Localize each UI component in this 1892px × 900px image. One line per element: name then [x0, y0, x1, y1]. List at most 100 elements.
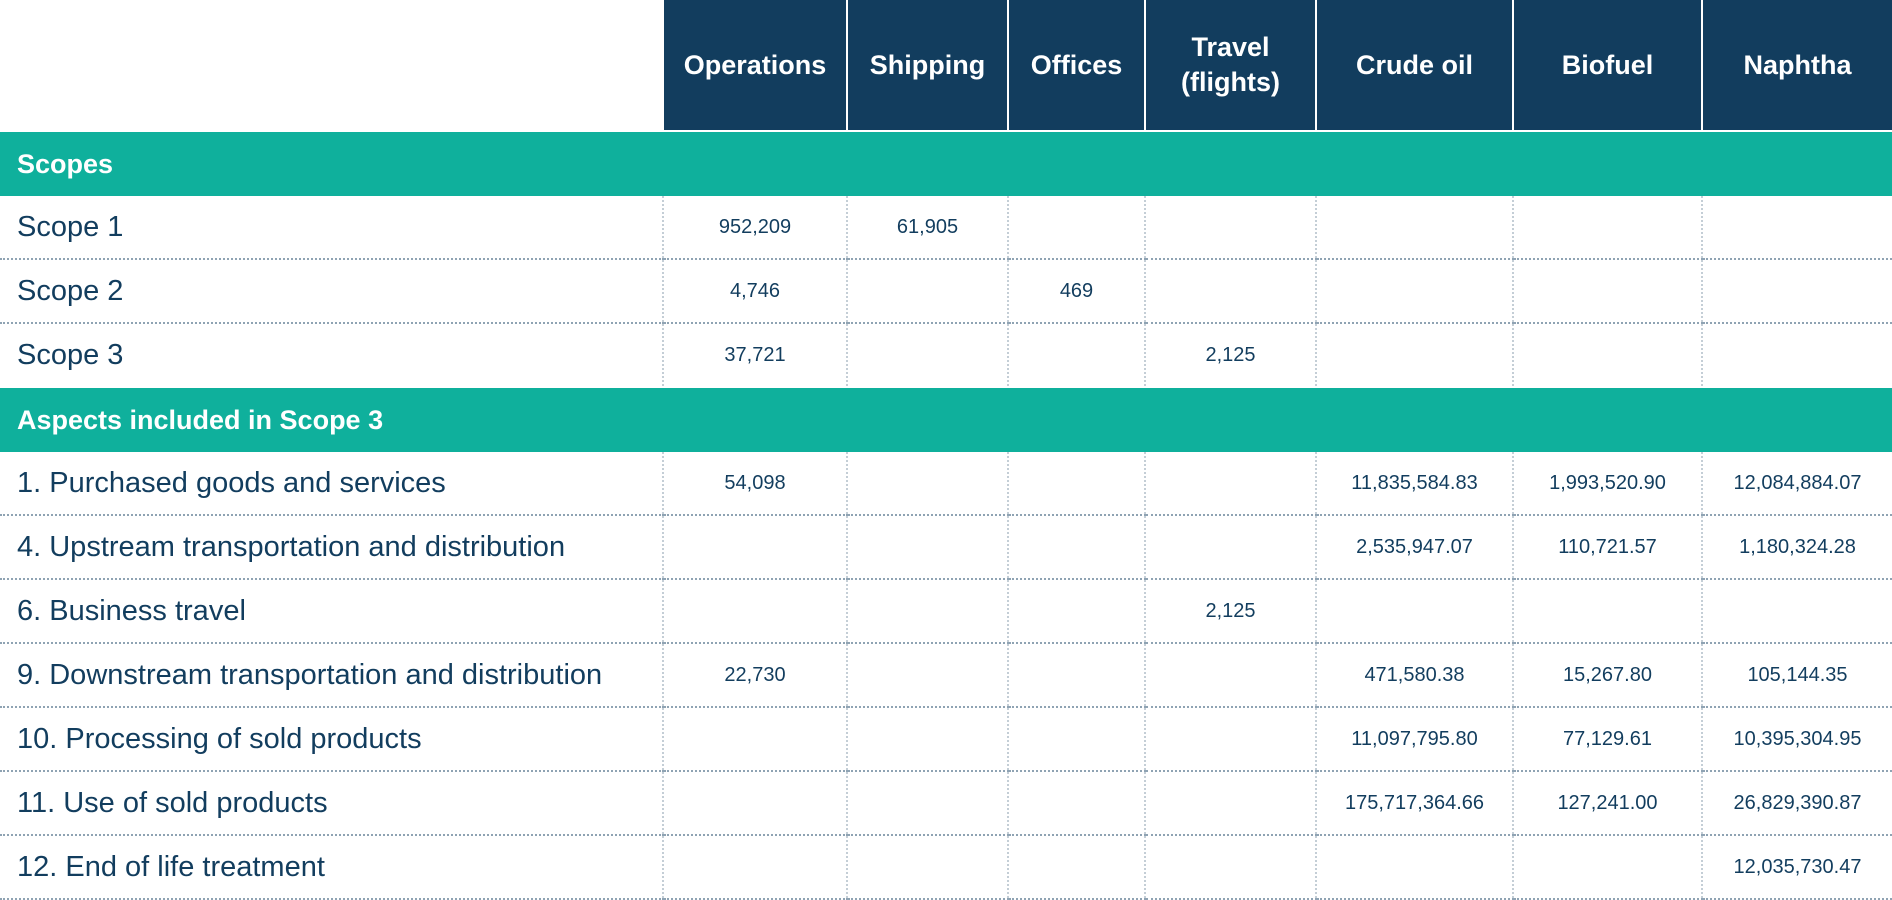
- value-cell: [1144, 643, 1316, 708]
- value-cell: 4,746: [662, 259, 847, 324]
- value-cell: 2,535,947.07: [1315, 515, 1513, 580]
- value-cell: 127,241.00: [1512, 771, 1702, 836]
- value-cell: [1144, 452, 1316, 516]
- value-cell: 105,144.35: [1701, 643, 1892, 708]
- value-cell: [1512, 835, 1702, 900]
- value-cell: [1144, 771, 1316, 836]
- header-row: Operations Shipping Offices Travel (flig…: [0, 0, 1892, 131]
- value-cell: [1315, 835, 1513, 900]
- value-cell: [846, 515, 1008, 580]
- header-crude-oil: Crude oil: [1315, 0, 1513, 131]
- value-cell: 1,180,324.28: [1701, 515, 1892, 580]
- value-cell: [662, 835, 847, 900]
- table-row: 11. Use of sold products 175,717,364.66 12…: [0, 771, 1892, 836]
- value-cell: [662, 707, 847, 772]
- row-label: 4. Upstream transportation and distribut…: [0, 515, 663, 580]
- value-cell: [1007, 771, 1145, 836]
- table-row: Scope 2 4,746 469: [0, 259, 1892, 324]
- value-cell: [846, 707, 1008, 772]
- header-operations: Operations: [662, 0, 847, 131]
- value-cell: [1512, 579, 1702, 644]
- value-cell: [1007, 196, 1145, 260]
- value-cell: [1144, 196, 1316, 260]
- value-cell: 61,905: [846, 196, 1008, 260]
- value-cell: 175,717,364.66: [1315, 771, 1513, 836]
- table-header: Operations Shipping Offices Travel (flig…: [0, 0, 1892, 131]
- value-cell: [1007, 643, 1145, 708]
- value-cell: [846, 771, 1008, 836]
- value-cell: 54,098: [662, 452, 847, 516]
- value-cell: [1144, 515, 1316, 580]
- value-cell: 37,721: [662, 323, 847, 388]
- row-label: 9. Downstream transportation and distrib…: [0, 643, 663, 708]
- value-cell: 2,125: [1144, 323, 1316, 388]
- value-cell: [1007, 452, 1145, 516]
- value-cell: [1144, 259, 1316, 324]
- value-cell: [846, 643, 1008, 708]
- value-cell: 1,993,520.90: [1512, 452, 1702, 516]
- table-row: 6. Business travel 2,125: [0, 579, 1892, 644]
- value-cell: [1315, 259, 1513, 324]
- value-cell: [1315, 579, 1513, 644]
- section-header-row: Scopes: [0, 130, 1892, 196]
- value-cell: 15,267.80: [1512, 643, 1702, 708]
- value-cell: [1701, 579, 1892, 644]
- header-shipping: Shipping: [846, 0, 1008, 131]
- value-cell: [1701, 196, 1892, 260]
- section-title: Aspects included in Scope 3: [0, 386, 1892, 452]
- row-label: 10. Processing of sold products: [0, 707, 663, 772]
- value-cell: [1315, 196, 1513, 260]
- table-row: 9. Downstream transportation and distrib…: [0, 643, 1892, 708]
- value-cell: 12,084,884.07: [1701, 452, 1892, 516]
- value-cell: 26,829,390.87: [1701, 771, 1892, 836]
- value-cell: [846, 452, 1008, 516]
- value-cell: [1315, 323, 1513, 388]
- value-cell: [1144, 707, 1316, 772]
- value-cell: 2,125: [1144, 579, 1316, 644]
- value-cell: [1007, 579, 1145, 644]
- row-label: 6. Business travel: [0, 579, 663, 644]
- header-offices: Offices: [1007, 0, 1145, 131]
- value-cell: 11,835,584.83: [1315, 452, 1513, 516]
- value-cell: [846, 579, 1008, 644]
- value-cell: [662, 771, 847, 836]
- value-cell: [662, 515, 847, 580]
- value-cell: 10,395,304.95: [1701, 707, 1892, 772]
- table-row: Scope 3 37,721 2,125: [0, 323, 1892, 388]
- value-cell: [1512, 196, 1702, 260]
- header-blank-cell: [0, 0, 663, 131]
- value-cell: [1007, 707, 1145, 772]
- section-header-row: Aspects included in Scope 3: [0, 386, 1892, 452]
- value-cell: [1701, 323, 1892, 388]
- value-cell: 469: [1007, 259, 1145, 324]
- value-cell: [1007, 515, 1145, 580]
- value-cell: 22,730: [662, 643, 847, 708]
- row-label: Scope 1: [0, 196, 663, 260]
- value-cell: [846, 835, 1008, 900]
- value-cell: 110,721.57: [1512, 515, 1702, 580]
- table-body: Scopes Scope 1 952,209 61,905 Scope 2 4,746 46…: [0, 130, 1892, 900]
- table-row: 12. End of life treatment 12,035,730.47: [0, 835, 1892, 900]
- row-label: 1. Purchased goods and services: [0, 452, 663, 516]
- value-cell: [1512, 259, 1702, 324]
- value-cell: 12,035,730.47: [1701, 835, 1892, 900]
- row-label: Scope 3: [0, 323, 663, 388]
- value-cell: 952,209: [662, 196, 847, 260]
- value-cell: [846, 323, 1008, 388]
- value-cell: [1512, 323, 1702, 388]
- value-cell: 11,097,795.80: [1315, 707, 1513, 772]
- value-cell: [1701, 259, 1892, 324]
- table-row: 4. Upstream transportation and distribut…: [0, 515, 1892, 580]
- value-cell: [1007, 323, 1145, 388]
- value-cell: [1007, 835, 1145, 900]
- row-label: 11. Use of sold products: [0, 771, 663, 836]
- value-cell: [662, 579, 847, 644]
- value-cell: 471,580.38: [1315, 643, 1513, 708]
- row-label: 12. End of life treatment: [0, 835, 663, 900]
- header-naphtha: Naphtha: [1701, 0, 1892, 131]
- table-row: 10. Processing of sold products 11,097,79…: [0, 707, 1892, 772]
- header-biofuel: Biofuel: [1512, 0, 1702, 131]
- section-title: Scopes: [0, 130, 1892, 196]
- table-row: Scope 1 952,209 61,905: [0, 196, 1892, 260]
